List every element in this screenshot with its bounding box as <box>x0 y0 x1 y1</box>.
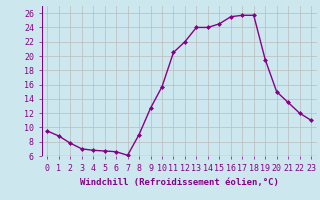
X-axis label: Windchill (Refroidissement éolien,°C): Windchill (Refroidissement éolien,°C) <box>80 178 279 187</box>
